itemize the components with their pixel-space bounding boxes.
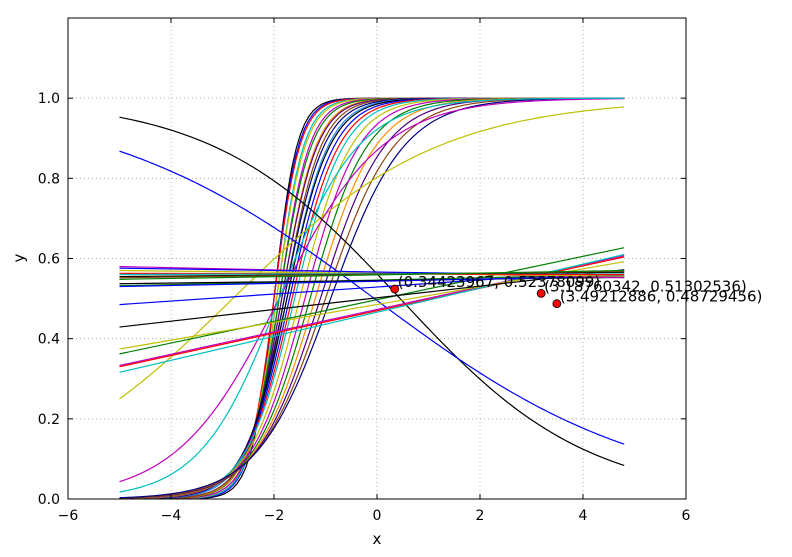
- data-point: [536, 288, 546, 298]
- series-line: [119, 97, 625, 493]
- y-tick-label: 0.4: [38, 332, 60, 348]
- series-line: [119, 275, 625, 288]
- series-line: [119, 116, 625, 466]
- series-line: [119, 98, 625, 483]
- y-tick-label: 0.2: [38, 412, 60, 428]
- x-tick-label: −6: [58, 508, 79, 524]
- points-layer: (0.34423967, 0.52378099)(3.18760342, 0.5…: [390, 273, 763, 309]
- ticks: −6 −4 −2 0 2 4 6 0.0 0.2 0.4 0.6 0.8 1.0: [38, 18, 691, 524]
- series-line: [119, 106, 625, 400]
- x-tick-label: 0: [373, 508, 382, 524]
- data-point: [552, 299, 562, 309]
- x-axis-label: x: [373, 530, 382, 548]
- y-tick-label: 0.6: [38, 252, 60, 268]
- y-axis-label: y: [10, 253, 28, 262]
- x-tick-label: 2: [476, 508, 485, 524]
- point-annotation: (0.34423967, 0.52378099): [398, 273, 601, 291]
- series-line: [119, 269, 625, 280]
- point-annotation: (3.49212886, 0.48729456): [560, 288, 763, 306]
- y-tick-label: 1.0: [38, 91, 60, 107]
- data-point: [390, 284, 400, 294]
- series-line: [119, 150, 625, 445]
- point-annotation: (3.18760342, 0.51302536): [544, 277, 747, 295]
- x-tick-label: 4: [579, 508, 588, 524]
- x-tick-label: −4: [161, 508, 182, 524]
- series-line: [119, 247, 625, 355]
- x-tick-label: −2: [264, 508, 285, 524]
- x-tick-label: 6: [682, 508, 691, 524]
- series-line: [119, 269, 625, 328]
- y-tick-label: 0.0: [38, 492, 60, 508]
- series-layer: [119, 97, 625, 499]
- y-tick-label: 0.8: [38, 171, 60, 187]
- series-line: [119, 97, 625, 499]
